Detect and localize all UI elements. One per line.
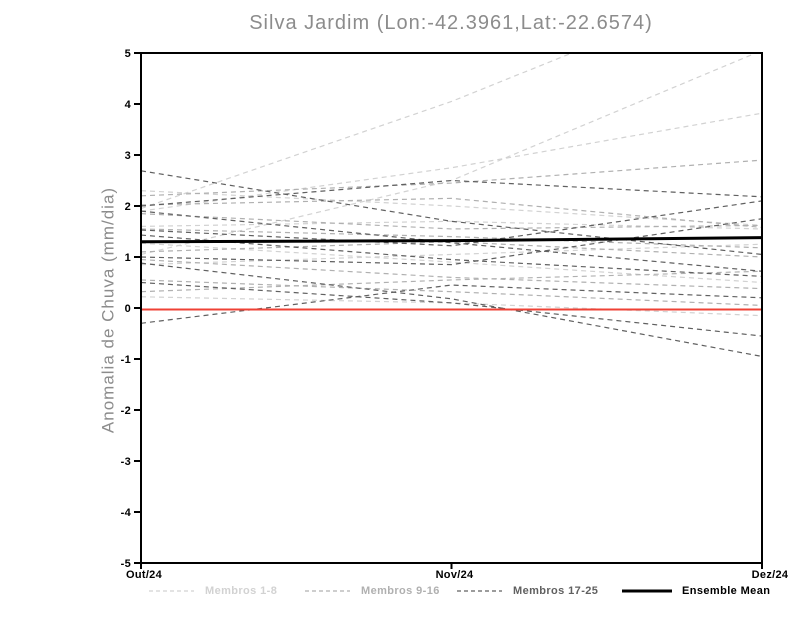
member-line: [141, 53, 574, 210]
legend-item-membros-9-16: Membros 9-16: [303, 585, 440, 597]
dashed-line-sample-icon: [457, 590, 502, 592]
legend-item-ensemble-mean: Ensemble Mean: [620, 585, 770, 597]
legend-item-membros-17-25: Membros 17-25: [455, 585, 598, 597]
member-line: [141, 279, 762, 307]
y-tick-label: -2: [121, 405, 131, 417]
y-tick-label: 1: [125, 252, 131, 264]
member-line: [141, 296, 762, 317]
member-line: [141, 53, 758, 256]
member-line: [141, 218, 762, 266]
y-tick-label: -1: [121, 354, 131, 366]
x-tick-label: Nov/24: [436, 569, 474, 581]
y-tick-label: 4: [125, 99, 132, 111]
member-line: [141, 200, 762, 247]
x-tick-label: Out/24: [126, 569, 163, 581]
y-tick-label: 0: [125, 303, 131, 315]
member-line: [141, 220, 762, 230]
member-line: [141, 112, 762, 212]
y-tick-label: -5: [121, 558, 131, 570]
member-line: [141, 213, 762, 230]
chart-title: Silva Jardim (Lon:-42.3961,Lat:-22.6574): [249, 12, 653, 34]
member-line: [141, 197, 762, 229]
ensemble-mean-line: [141, 236, 762, 244]
member-line: [141, 281, 762, 337]
member-line: [141, 258, 762, 290]
dashed-line-sample-icon: [305, 590, 350, 592]
solid-line-sample-icon: [622, 589, 672, 593]
legend-label: Membros 17-25: [513, 585, 599, 597]
member-line: [141, 228, 762, 249]
y-tick-label: -3: [121, 456, 131, 468]
member-line: [141, 243, 762, 266]
y-tick-label: 5: [125, 48, 131, 60]
member-line: [141, 284, 762, 324]
member-line: [141, 262, 762, 358]
y-tick-label: 2: [125, 201, 131, 213]
legend-label: Membros 1-8: [205, 585, 278, 597]
x-tick-label: Dez/24: [752, 569, 789, 581]
dashed-line-sample-icon: [149, 590, 194, 592]
member-line: [141, 170, 762, 256]
member-line: [141, 159, 762, 197]
member-line: [141, 234, 762, 277]
y-tick-label: -4: [121, 507, 132, 519]
member-line: [141, 270, 762, 293]
member-line: [141, 190, 762, 226]
legend-item-membros-1-8: Membros 1-8: [147, 585, 277, 597]
legend-label: Membros 9-16: [361, 585, 440, 597]
y-tick-label: 3: [125, 150, 131, 162]
member-line: [141, 242, 762, 284]
legend-label: Ensemble Mean: [682, 585, 771, 597]
member-line: [141, 179, 762, 207]
